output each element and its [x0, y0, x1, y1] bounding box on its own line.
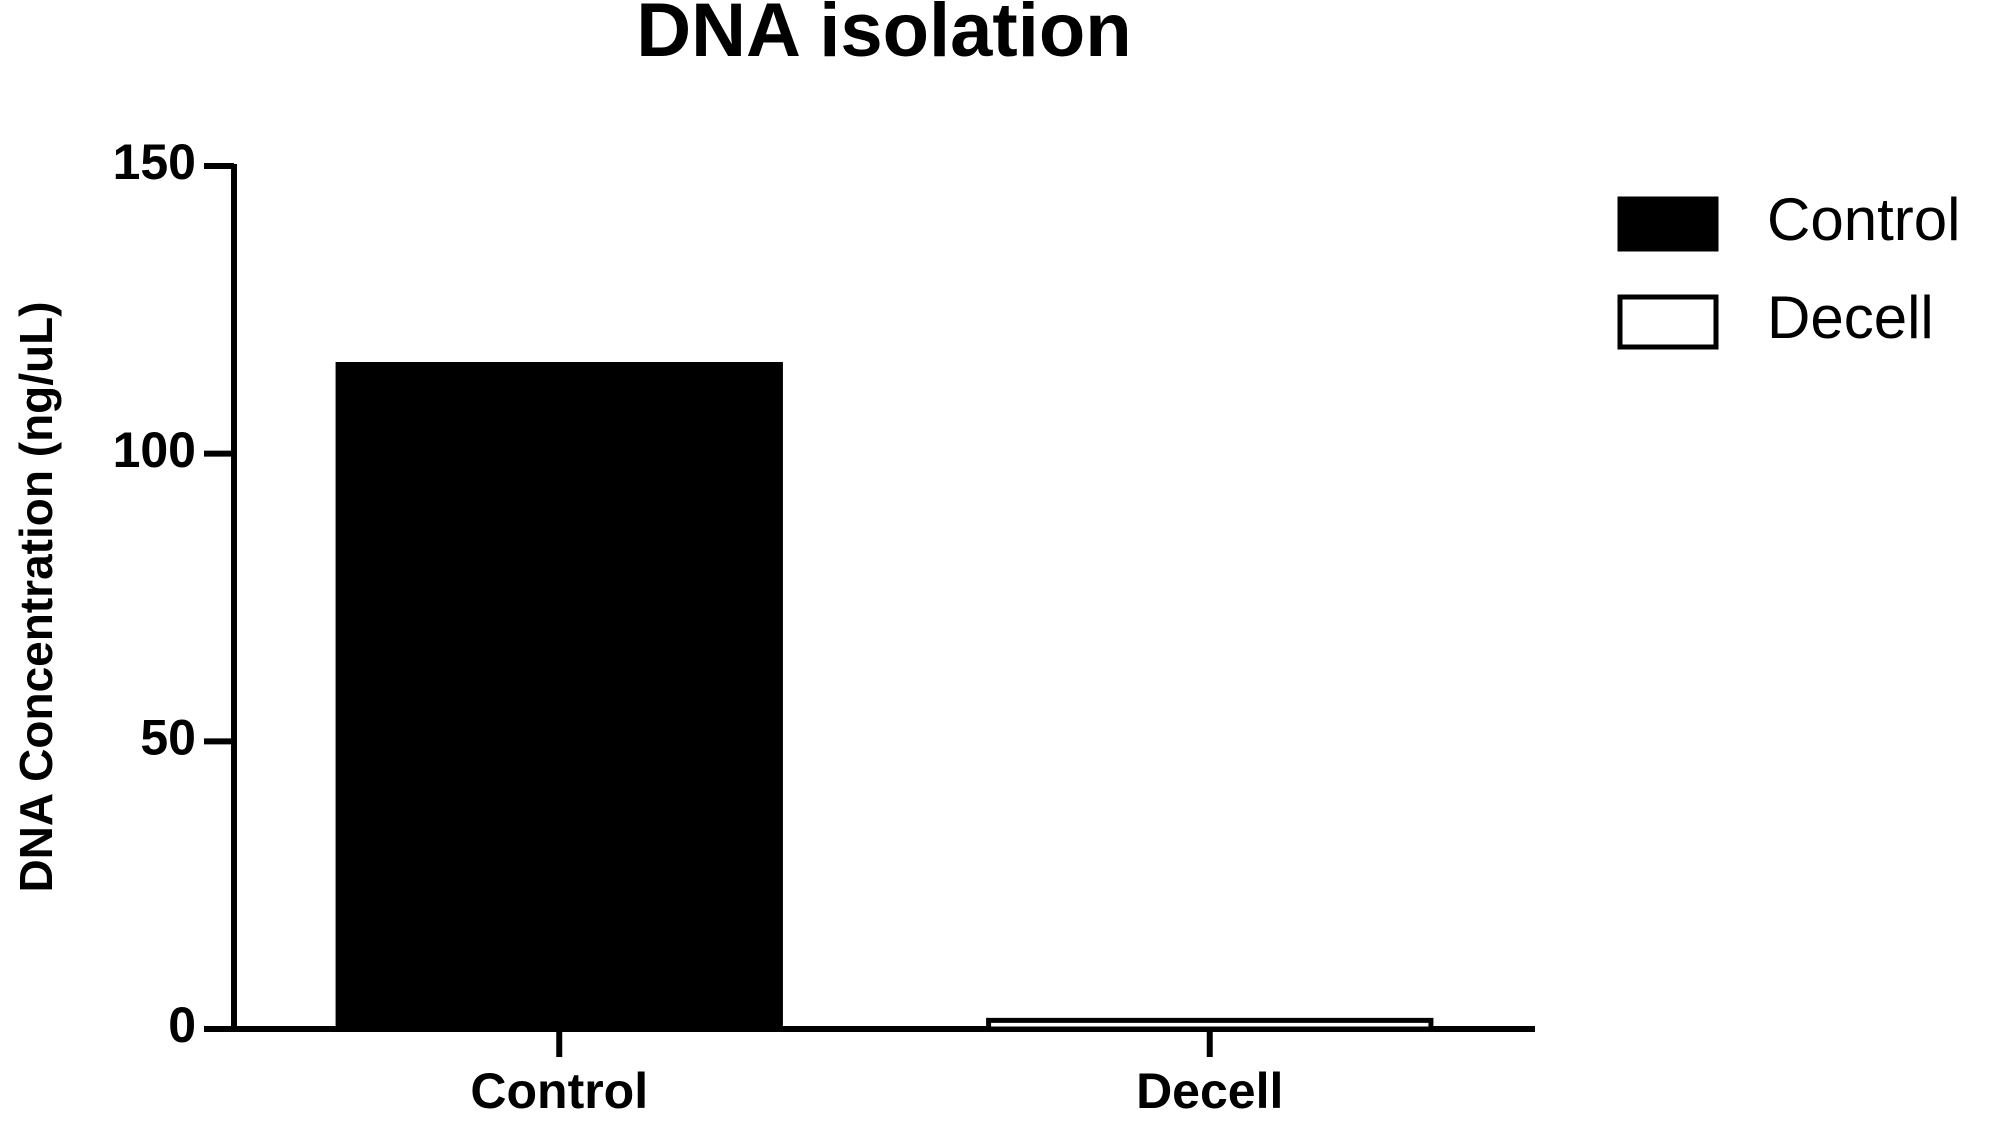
- y-tick-label: 50: [140, 710, 196, 766]
- chart-title: DNA isolation: [636, 0, 1131, 73]
- x-tick-label: Decell: [1136, 1063, 1283, 1119]
- legend-swatch: [1617, 196, 1719, 252]
- bar: [986, 1017, 1434, 1032]
- legend-label: Decell: [1767, 284, 1934, 351]
- x-tick-label: Control: [470, 1063, 648, 1119]
- y-tick-label: 150: [113, 134, 196, 190]
- legend-label: Control: [1767, 186, 1960, 253]
- bar: [335, 361, 783, 1032]
- y-tick-label: 100: [113, 422, 196, 478]
- legend-swatch: [1617, 294, 1719, 350]
- y-axis-label: DNA Concentration (ng/uL): [10, 301, 62, 892]
- y-tick-label: 0: [168, 997, 196, 1053]
